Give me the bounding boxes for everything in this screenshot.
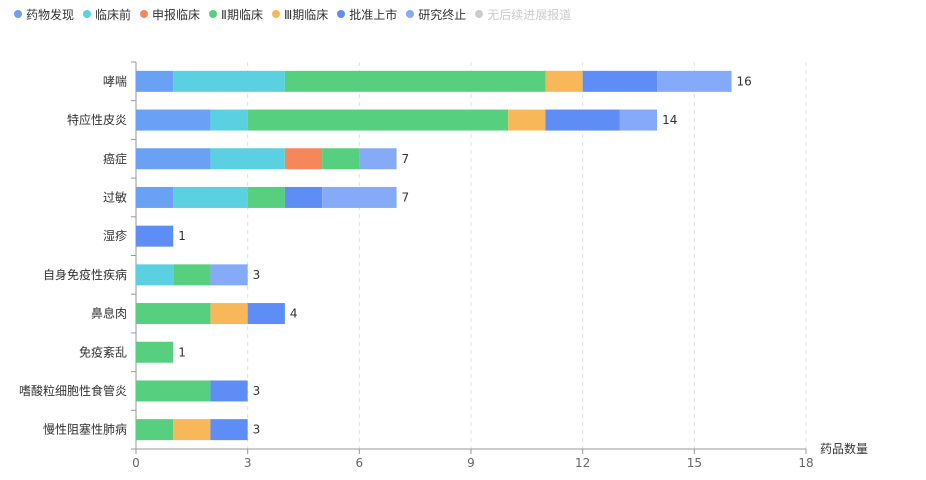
legend-label: 无后续进展报道 xyxy=(487,7,572,22)
bar-segment-临床前-2 xyxy=(210,148,285,170)
bar-segment-申报临床-2 xyxy=(284,148,323,170)
legend-swatch xyxy=(209,10,218,18)
bar-segment-批准上市-9 xyxy=(210,419,248,441)
bar-segment-Ⅱ期临床-7 xyxy=(136,341,174,363)
x-tick-label-12: 12 xyxy=(575,456,590,470)
legend-swatch xyxy=(271,10,280,18)
legend-swatch xyxy=(83,10,92,18)
bar-total-label: 7 xyxy=(402,152,410,166)
legend-label: 药物发现 xyxy=(26,7,75,22)
bar-total-label: 3 xyxy=(253,268,261,282)
legend-item-6[interactable]: 研究终止 xyxy=(406,6,466,23)
x-tick-label-6: 6 xyxy=(356,456,364,470)
bar-total-label: 7 xyxy=(402,190,410,204)
bar-segment-Ⅲ期临床-0 xyxy=(545,70,583,92)
bar-segment-Ⅱ期临床-0 xyxy=(284,70,546,92)
bar-segment-Ⅱ期临床-2 xyxy=(322,148,360,170)
category-label: 鼻息肉 xyxy=(91,306,127,321)
bar-total-label: 14 xyxy=(662,113,677,127)
legend-label: Ⅲ期临床 xyxy=(283,7,329,22)
bar-total-label: 3 xyxy=(253,384,261,398)
category-label: 嗜酸粒细胞性食管炎 xyxy=(19,383,127,398)
x-tick-label-0: 0 xyxy=(132,456,140,470)
bar-total-label: 1 xyxy=(178,229,186,243)
bar-total-label: 4 xyxy=(290,307,298,321)
legend-swatch xyxy=(406,10,415,18)
x-tick-label-15: 15 xyxy=(687,456,702,470)
legend-item-7[interactable]: 无后续进展报道 xyxy=(475,6,571,23)
bar-segment-批准上市-1 xyxy=(545,109,620,131)
legend-label: 研究终止 xyxy=(418,7,467,22)
bar-segment-Ⅱ期临床-5 xyxy=(173,264,211,286)
bar-segment-临床前-3 xyxy=(173,186,248,208)
x-tick-label-18: 18 xyxy=(798,456,813,470)
bar-segment-药物发现-2 xyxy=(136,148,211,170)
bar-segment-Ⅱ期临床-1 xyxy=(247,109,509,131)
x-tick-label-3: 3 xyxy=(244,456,252,470)
bar-segment-研究终止-2 xyxy=(359,148,397,170)
legend-item-3[interactable]: Ⅱ期临床 xyxy=(209,6,263,23)
bar-segment-批准上市-4 xyxy=(136,225,174,247)
category-label: 免疫紊乱 xyxy=(79,344,127,359)
bar-segment-Ⅲ期临床-1 xyxy=(508,109,546,131)
bar-total-label: 16 xyxy=(737,74,752,88)
bar-segment-批准上市-6 xyxy=(247,303,285,325)
bar-total-label: 3 xyxy=(253,423,261,437)
bar-segment-研究终止-1 xyxy=(619,109,658,131)
bar-segment-Ⅱ期临床-3 xyxy=(247,186,285,208)
bar-segment-Ⅲ期临床-9 xyxy=(173,419,211,441)
bar-segment-研究终止-3 xyxy=(322,186,397,208)
legend-item-0[interactable]: 药物发现 xyxy=(14,6,74,23)
bar-segment-批准上市-8 xyxy=(210,380,248,402)
legend-label: Ⅱ期临床 xyxy=(221,7,263,22)
bar-segment-药物发现-3 xyxy=(136,186,174,208)
legend-swatch xyxy=(14,10,22,18)
chart-legend: 药物发现 临床前 申报临床 Ⅱ期临床 Ⅲ期临床 批准上市 研究终止 无后续进展报道 xyxy=(14,6,571,22)
bar-segment-研究终止-5 xyxy=(210,264,248,286)
legend-item-2[interactable]: 申报临床 xyxy=(140,6,200,23)
legend-item-1[interactable]: 临床前 xyxy=(83,6,131,23)
legend-label: 临床前 xyxy=(95,7,132,22)
category-label: 哮喘 xyxy=(103,74,127,88)
bar-segment-Ⅱ期临床-9 xyxy=(136,419,174,441)
bar-segment-Ⅱ期临床-8 xyxy=(136,380,211,402)
bar-segment-Ⅲ期临床-6 xyxy=(210,303,248,325)
bar-segment-批准上市-0 xyxy=(582,70,658,92)
bar-segment-Ⅱ期临床-6 xyxy=(136,303,211,325)
x-tick-label-9: 9 xyxy=(467,456,475,470)
bar-segment-药物发现-1 xyxy=(136,109,211,131)
bar-segment-临床前-5 xyxy=(136,264,174,286)
bar-total-label: 1 xyxy=(178,345,186,359)
category-label: 过敏 xyxy=(103,189,127,204)
category-label: 癌症 xyxy=(103,151,127,166)
x-axis-title: 药品数量 xyxy=(820,441,868,456)
legend-swatch xyxy=(475,10,484,18)
legend-item-5[interactable]: 批准上市 xyxy=(337,6,397,23)
bar-segment-临床前-1 xyxy=(210,109,248,131)
legend-swatch xyxy=(140,10,149,18)
category-label: 特应性皮炎 xyxy=(67,112,127,127)
category-label: 自身免疫性疾病 xyxy=(43,267,127,282)
legend-swatch xyxy=(337,10,346,18)
bar-segment-临床前-0 xyxy=(173,70,285,92)
bar-segment-研究终止-0 xyxy=(657,70,732,92)
category-label: 慢性阻塞性肺病 xyxy=(43,422,127,437)
legend-item-4[interactable]: Ⅲ期临床 xyxy=(271,6,329,23)
legend-label: 申报临床 xyxy=(152,7,201,22)
category-label: 湿疹 xyxy=(103,228,127,243)
legend-label: 批准上市 xyxy=(349,7,398,22)
bar-segment-药物发现-0 xyxy=(136,70,174,92)
bar-segment-批准上市-3 xyxy=(284,186,323,208)
